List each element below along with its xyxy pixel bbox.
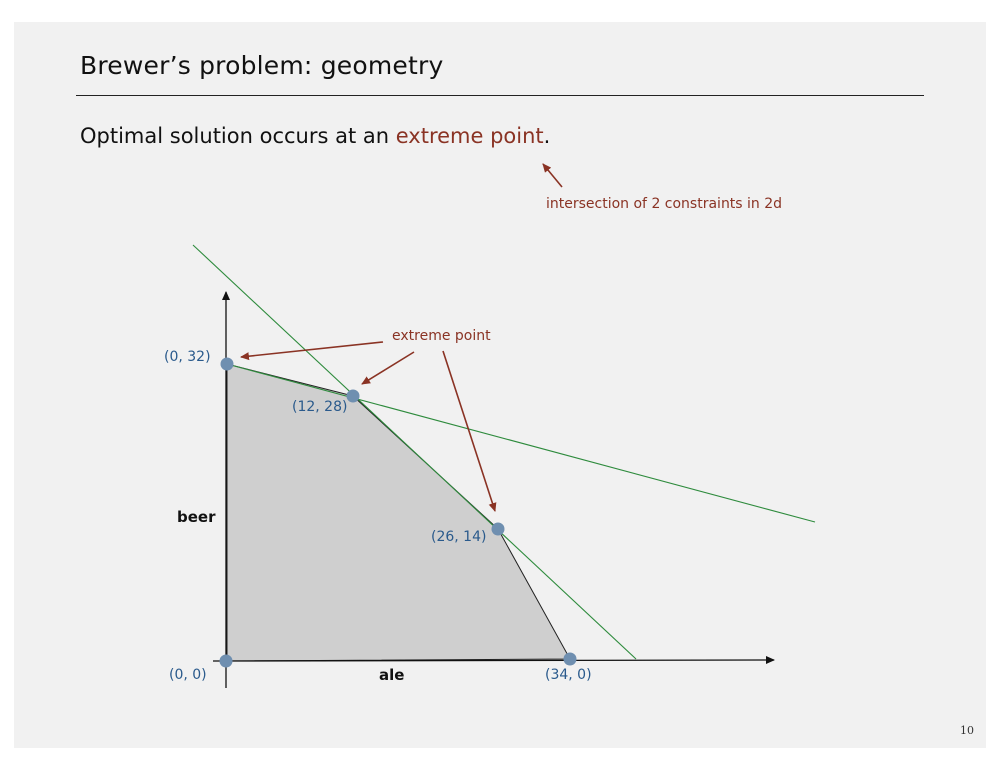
constraint-line-steep: [192, 244, 637, 660]
x-axis: [212, 656, 775, 665]
note-arrow: [542, 163, 563, 188]
vertex-label-34-0: (34, 0): [545, 667, 592, 683]
extreme-point-label: extreme point: [392, 328, 491, 344]
vertex-point-34-0: [563, 652, 577, 666]
x-axis-label: ale: [379, 666, 404, 684]
vertex-label-12-28: (12, 28): [292, 399, 347, 415]
extreme-arrow-to-0-32: [240, 341, 384, 361]
extreme-arrow-to-26-14: [442, 350, 497, 512]
subtitle-highlight: extreme point: [395, 124, 544, 148]
slide-subtitle: Optimal solution occurs at an extreme po…: [80, 124, 550, 148]
page-number: 10: [960, 724, 974, 737]
vertex-label-26-14: (26, 14): [431, 529, 486, 545]
feasible-region: [226, 363, 571, 662]
constraint-line-shallow: [226, 363, 816, 523]
vertex-point-12-28: [346, 389, 360, 403]
subtitle-prefix: Optimal solution occurs at an: [80, 124, 396, 148]
vertex-point-0-32: [220, 357, 234, 371]
intersection-note: intersection of 2 constraints in 2d: [546, 196, 783, 212]
vertex-point-0-0: [219, 654, 233, 668]
title-divider: [76, 95, 924, 96]
vertex-point-26-14: [491, 522, 505, 536]
subtitle-suffix: .: [543, 124, 551, 148]
vertex-label-0-0: (0, 0): [169, 667, 207, 683]
extreme-arrow-to-12-28: [361, 351, 415, 385]
y-axis-label: beer: [177, 508, 216, 526]
vertex-label-0-32: (0, 32): [164, 349, 211, 365]
slide-title: Brewer’s problem: geometry: [80, 51, 444, 80]
